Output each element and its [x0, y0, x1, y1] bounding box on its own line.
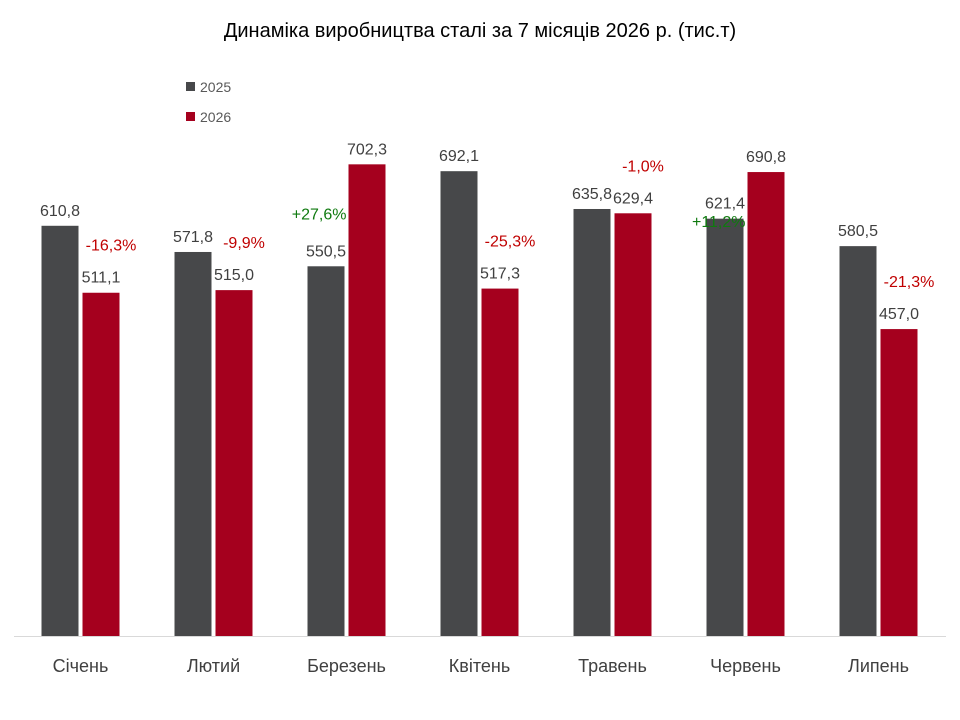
value-label-2026-6: 690,8 — [746, 149, 786, 166]
change-label-5: -1,0% — [622, 158, 664, 175]
category-label-3: Березень — [307, 656, 386, 676]
category-label-4: Квітень — [449, 656, 510, 676]
bar-2026-4 — [481, 288, 519, 636]
value-label-2025-3: 550,5 — [306, 243, 346, 260]
change-label-2: -9,9% — [223, 235, 265, 252]
value-label-2026-2: 515,0 — [214, 267, 254, 284]
bar-2025-7 — [839, 246, 877, 636]
bar-2026-5 — [614, 213, 652, 636]
category-label-2: Лютий — [187, 656, 240, 676]
bar-2025-4 — [440, 171, 478, 636]
value-label-2025-7: 580,5 — [838, 223, 878, 240]
bar-2026-7 — [880, 329, 918, 636]
legend-swatch-2025 — [186, 82, 195, 91]
change-label-3: +27,6% — [292, 206, 347, 223]
chart-title: Динаміка виробництва сталі за 7 місяців … — [223, 20, 737, 42]
bar-2025-6 — [706, 218, 744, 636]
change-label-4: -25,3% — [485, 234, 536, 251]
category-label-7: Липень — [848, 656, 909, 676]
change-label-7: -21,3% — [884, 274, 935, 291]
value-label-2025-2: 571,8 — [173, 229, 213, 246]
bar-2026-2 — [215, 290, 253, 636]
value-label-2026-3: 702,3 — [347, 141, 387, 158]
bar-2026-3 — [348, 164, 386, 636]
bar-2025-3 — [307, 266, 345, 636]
change-label-6: +11,2% — [692, 214, 746, 231]
value-label-2025-6: 621,4 — [705, 196, 745, 213]
category-label-5: Травень — [578, 656, 647, 676]
value-label-2026-7: 457,0 — [879, 306, 919, 323]
value-label-2025-1: 610,8 — [40, 203, 80, 220]
legend-swatch-2026 — [186, 112, 195, 121]
value-label-2026-5: 629,4 — [613, 190, 653, 207]
category-label-6: Червень — [710, 656, 781, 676]
change-label-1: -16,3% — [86, 238, 137, 255]
value-label-2026-4: 517,3 — [480, 266, 520, 283]
legend-label-2025: 2025 — [200, 79, 231, 95]
bar-2026-6 — [747, 172, 785, 636]
value-label-2025-4: 692,1 — [439, 148, 479, 165]
bar-2025-2 — [174, 251, 212, 636]
legend-label-2026: 2026 — [200, 109, 231, 125]
category-label-1: Січень — [53, 656, 109, 676]
bar-2026-1 — [82, 292, 120, 636]
value-label-2026-1: 511,1 — [82, 270, 121, 287]
value-label-2025-5: 635,8 — [572, 186, 612, 203]
bar-2025-5 — [573, 208, 611, 637]
bar-2025-1 — [41, 225, 79, 636]
